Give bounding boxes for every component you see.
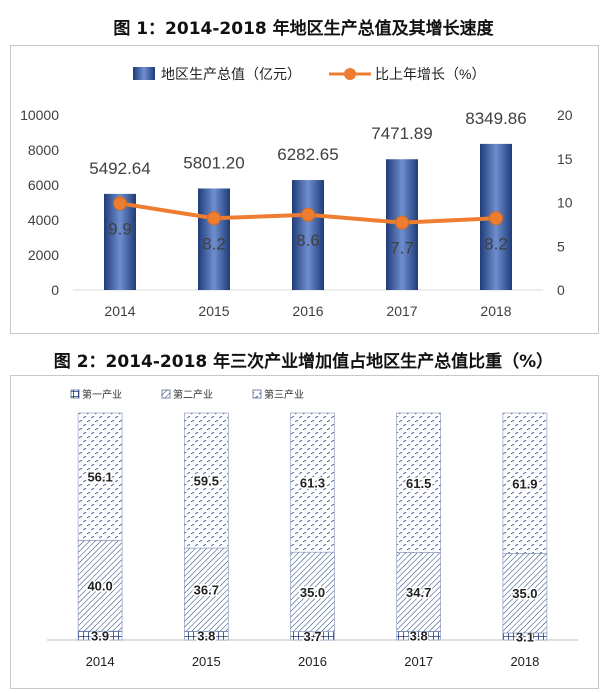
right-y-tick-label: 10 (557, 195, 573, 211)
left-y-tick-label: 2000 (28, 247, 59, 263)
legend-bar-label: 地区生产总值（亿元） (161, 66, 301, 82)
growth-value-label: 8.2 (202, 234, 226, 253)
growth-value-label: 8.2 (484, 234, 508, 253)
left-y-tick-label: 4000 (28, 212, 59, 228)
legend-line-label: 比上年增长（%） (375, 66, 485, 82)
stack-segment (396, 412, 442, 553)
right-y-tick-label: 15 (557, 151, 573, 167)
x-tick-label: 2017 (386, 303, 417, 319)
gdp-bar (198, 188, 230, 290)
gdp-bar (292, 180, 324, 290)
gdp-value-label: 8349.86 (465, 109, 526, 128)
stack-segment (290, 412, 335, 553)
right-y-tick-label: 5 (557, 238, 565, 254)
industry-share-chart: 第一产业 第二产业 第三产业 3.9 40.0 56.1 2014 3.8 36.7 59.5 20… (47, 388, 578, 669)
growth-value-label: 9.9 (108, 219, 132, 238)
segment-value-label: 40.0 (87, 579, 112, 594)
gdp-combo-chart: 地区生产总值（亿元） 比上年增长（%） 0 2000 4000 6000 8000 10000… (20, 66, 573, 319)
x-tick-label: 2018 (480, 303, 511, 319)
legend-line-marker (344, 68, 356, 80)
x-tick-label: 2017 (404, 654, 433, 669)
segment-value-label: 3.8 (197, 629, 215, 644)
gdp-value-label: 5801.20 (183, 153, 244, 172)
segment-value-label: 61.5 (406, 476, 431, 491)
legend-bar-swatch (133, 67, 155, 80)
segment-value-label: 36.7 (194, 583, 219, 598)
segment-value-label: 34.7 (406, 585, 431, 600)
x-tick-label: 2014 (104, 303, 135, 319)
x-tick-label: 2016 (298, 654, 327, 669)
growth-value-label: 8.6 (296, 231, 320, 250)
stack-segment (396, 552, 442, 632)
segment-value-label: 35.0 (512, 586, 537, 601)
stack-segment (502, 412, 548, 554)
stack-segment (184, 412, 229, 549)
x-tick-label: 2016 (292, 303, 323, 319)
growth-point (207, 211, 221, 226)
gdp-value-label: 6282.65 (277, 145, 338, 164)
segment-value-label: 3.9 (91, 629, 109, 644)
stack-segment (290, 551, 335, 632)
growth-value-label: 7.7 (390, 239, 414, 258)
legend-label: 第一产业 (82, 388, 122, 401)
legend-swatch (161, 389, 171, 399)
right-y-tick-label: 0 (557, 282, 565, 298)
right-y-tick-label: 20 (557, 107, 573, 123)
segment-value-label: 61.9 (512, 476, 537, 491)
legend-swatch (252, 389, 262, 399)
x-tick-label: 2015 (198, 303, 229, 319)
left-y-tick-label: 10000 (20, 107, 59, 123)
figure2-panel: 第一产业 第二产业 第三产业 3.9 40.0 56.1 2014 3.8 36.7 59.5 20… (10, 375, 599, 689)
stack-segment (77, 540, 123, 632)
left-y-tick-label: 0 (51, 282, 59, 298)
x-tick-label: 2015 (192, 654, 221, 669)
growth-point (489, 211, 503, 226)
segment-value-label: 56.1 (87, 470, 112, 485)
stack-segment (77, 412, 123, 541)
left-y-tick-label: 6000 (28, 177, 59, 193)
growth-point (301, 207, 315, 222)
gdp-value-label: 5492.64 (89, 159, 150, 178)
gdp-value-label: 7471.89 (371, 124, 432, 143)
figure1-title: 图 1：2014-2018 年地区生产总值及其增长速度 (113, 19, 494, 39)
figure1-panel: 地区生产总值（亿元） 比上年增长（%） 0 2000 4000 6000 8000 10000… (10, 45, 599, 334)
growth-point (113, 196, 127, 211)
legend-swatch (70, 389, 80, 399)
segment-value-label: 59.5 (194, 474, 219, 489)
segment-value-label: 35.0 (300, 585, 325, 600)
segment-value-label: 61.3 (300, 476, 325, 491)
figure2-title: 图 2：2014-2018 年三次产业增加值占地区生产总值比重（%） (53, 352, 554, 372)
growth-point (395, 215, 409, 230)
legend-label: 第二产业 (173, 388, 213, 401)
x-tick-label: 2014 (86, 654, 115, 669)
legend-label: 第三产业 (264, 388, 304, 401)
left-y-tick-label: 8000 (28, 142, 59, 158)
x-tick-label: 2018 (510, 654, 539, 669)
stack-segment (502, 553, 548, 634)
stack-segment (184, 547, 229, 632)
segment-value-label: 3.8 (410, 629, 428, 644)
